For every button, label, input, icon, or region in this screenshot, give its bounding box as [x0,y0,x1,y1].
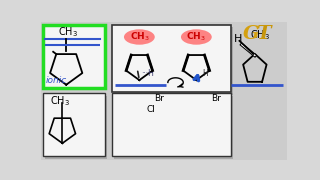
Text: G: G [243,25,260,43]
Text: CH$_3$: CH$_3$ [250,28,270,42]
Bar [114,96,233,159]
Text: Br: Br [212,94,221,103]
Ellipse shape [124,29,155,45]
Text: Br: Br [154,94,164,103]
Text: Cl: Cl [147,105,155,114]
Bar [45,96,107,159]
Text: CH$_3$: CH$_3$ [50,94,70,108]
Bar [43,93,105,156]
Ellipse shape [181,29,212,45]
Bar [45,27,107,90]
Text: H: H [203,69,208,78]
Text: CH$_3$: CH$_3$ [130,31,149,43]
Bar [43,25,105,88]
Bar [112,25,231,93]
Text: CH$_3$: CH$_3$ [187,31,206,43]
Bar [114,27,233,95]
Text: T: T [256,25,270,43]
Text: CH$_3$: CH$_3$ [58,26,78,39]
Text: H: H [234,33,242,44]
Text: ···H: ···H [141,69,154,78]
Text: ionic: ionic [45,76,67,85]
Bar [43,25,105,88]
Bar [112,93,231,156]
